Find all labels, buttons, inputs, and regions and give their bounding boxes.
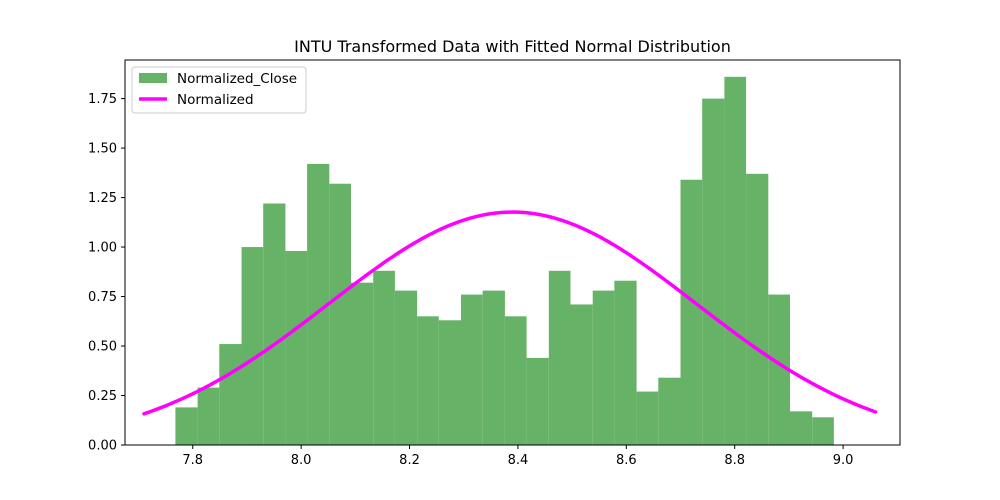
histogram-bar bbox=[285, 251, 308, 445]
legend-label-curve: Normalized bbox=[177, 92, 254, 108]
histogram-bar bbox=[724, 76, 747, 445]
histogram-bar bbox=[746, 173, 769, 445]
histogram-bar bbox=[526, 357, 549, 445]
x-tick-label: 8.0 bbox=[291, 453, 312, 468]
x-tick-label: 8.6 bbox=[616, 453, 637, 468]
y-tick-label: 0.75 bbox=[88, 290, 117, 305]
histogram-bar bbox=[350, 282, 374, 445]
histogram-bar bbox=[219, 344, 242, 445]
histogram-bar bbox=[592, 290, 615, 445]
legend: Normalized_Close Normalized bbox=[131, 66, 307, 114]
x-tick-label: 7.8 bbox=[182, 453, 203, 468]
histogram-bar bbox=[636, 391, 659, 445]
fitted-curve bbox=[142, 210, 878, 416]
histogram-bar bbox=[329, 183, 351, 445]
histogram-bars bbox=[175, 76, 834, 446]
histogram-bar bbox=[702, 98, 725, 445]
y-tick-label: 0.25 bbox=[88, 389, 117, 404]
histogram-bar bbox=[680, 179, 703, 445]
histogram-bar bbox=[373, 270, 395, 445]
histogram-bar bbox=[658, 377, 681, 445]
legend-label-histogram: Normalized_Close bbox=[177, 71, 297, 87]
histogram-bar bbox=[614, 280, 637, 445]
histogram-bar bbox=[504, 316, 527, 445]
histogram-bar bbox=[241, 247, 264, 445]
y-tick-label: 1.25 bbox=[88, 191, 117, 206]
y-tick-label: 0.50 bbox=[88, 340, 117, 355]
x-tick-label: 8.2 bbox=[399, 453, 420, 468]
histogram-bar bbox=[570, 304, 593, 445]
histogram-bar bbox=[307, 163, 330, 446]
legend-box bbox=[131, 66, 307, 114]
y-tick-label: 1.75 bbox=[88, 92, 117, 107]
x-tick-label: 8.8 bbox=[724, 453, 745, 468]
chart-title: INTU Transformed Data with Fitted Normal… bbox=[294, 37, 731, 56]
histogram-bar bbox=[768, 294, 790, 445]
y-tick-label: 0.00 bbox=[88, 439, 117, 454]
histogram-bar bbox=[197, 387, 220, 445]
y-tick-label: 1.00 bbox=[88, 241, 117, 256]
histogram-bar bbox=[263, 203, 286, 445]
histogram-bar bbox=[417, 316, 439, 445]
histogram-bar bbox=[438, 320, 462, 445]
x-tick-label: 9.0 bbox=[833, 453, 854, 468]
normal-fit-line bbox=[142, 210, 878, 416]
plot-frame bbox=[124, 59, 901, 446]
x-tick-label: 8.4 bbox=[508, 453, 529, 468]
legend-swatch-histogram bbox=[139, 73, 167, 83]
y-axis: 0.00 0.25 0.50 0.75 1.00 1.25 1.50 1.75 bbox=[88, 92, 125, 454]
y-tick-label: 1.50 bbox=[88, 142, 117, 157]
histogram-bar bbox=[789, 411, 813, 445]
histogram-bar bbox=[548, 270, 571, 445]
histogram-bar bbox=[812, 417, 834, 445]
histogram-bar bbox=[461, 294, 483, 445]
histogram-bar bbox=[482, 290, 505, 445]
x-axis: 7.8 8.0 8.2 8.4 8.6 8.8 9.0 bbox=[182, 445, 853, 468]
histogram-bar bbox=[394, 290, 418, 445]
histogram-bar bbox=[175, 407, 198, 445]
